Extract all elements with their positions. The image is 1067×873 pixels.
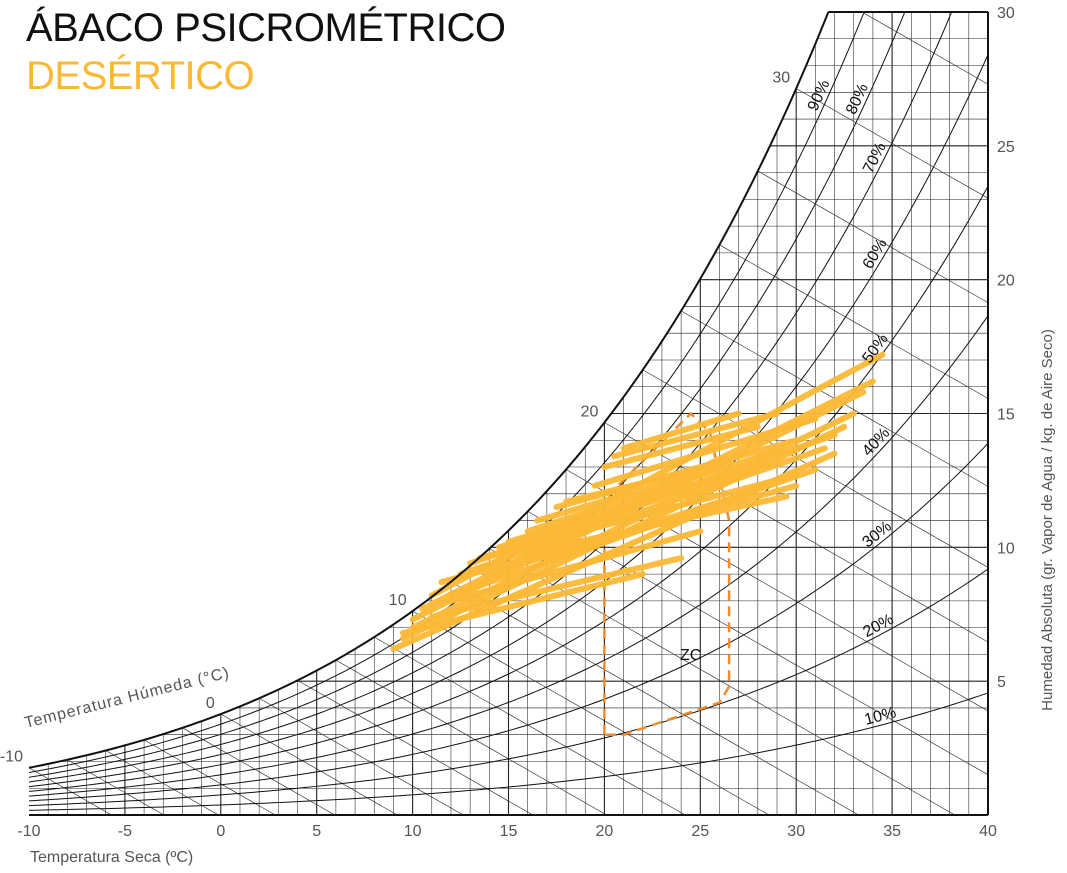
- wet-bulb-label: 30: [772, 69, 790, 86]
- x-tick-label: 10: [404, 823, 422, 840]
- wet-bulb-label: 10: [389, 592, 407, 609]
- rh-label: 20%: [860, 611, 896, 641]
- y-tick-label: 20: [997, 273, 1015, 290]
- rh-curve: [29, 54, 988, 788]
- wet-bulb-line: [182, 727, 335, 815]
- rh-curve: [29, 692, 988, 811]
- x-tick-label: 15: [500, 823, 518, 840]
- comfort-zone-outline: [603, 411, 731, 736]
- daily-range-line: [524, 493, 790, 556]
- wet-bulb-line: [680, 310, 988, 815]
- wet-bulb-line: [297, 680, 533, 815]
- y-tick-label: 10: [997, 540, 1015, 557]
- x-tick-label: 30: [787, 823, 805, 840]
- daily-range-line: [620, 410, 742, 452]
- daily-range-line: [457, 445, 828, 578]
- wet-bulb-line: [834, 12, 988, 815]
- rh-curve: [29, 12, 883, 773]
- y-axis-title: Humedad Absoluta (gr. Vapor de Agua / kg…: [1039, 329, 1056, 711]
- x-tick-label: -10: [17, 823, 40, 840]
- saturation-curve: [28, 11, 830, 769]
- daily-range-line: [610, 410, 781, 460]
- wet-bulb-label: -10: [0, 749, 23, 766]
- x-tick-label: 5: [312, 823, 321, 840]
- daily-range-line: [534, 464, 723, 524]
- wet-bulb-line: [527, 511, 988, 815]
- wet-bulb-line: [29, 767, 112, 815]
- rh-curve: [29, 443, 988, 802]
- chart-title: ÁBACO PSICROMÉTRICO: [26, 6, 506, 50]
- rh-curve: [29, 12, 927, 778]
- rh-curve: [29, 315, 988, 797]
- y-tick-label: 15: [997, 407, 1015, 424]
- x-tick-label: 40: [979, 823, 997, 840]
- rh-curve: [29, 12, 970, 783]
- wet-bulb-line: [450, 581, 859, 815]
- x-tick-label: 25: [691, 823, 709, 840]
- daily-range-line: [563, 458, 733, 505]
- wet-bulb-label: 20: [581, 404, 599, 421]
- daily-range-line: [524, 447, 781, 535]
- wet-bulb-line: [143, 739, 276, 815]
- wet-bulb-line: [412, 610, 770, 815]
- wet-bulb-line: [335, 659, 607, 815]
- x-axis-title: Temperatura Seca (ºC): [30, 849, 193, 866]
- comfort-zone-label: ZC: [680, 647, 701, 664]
- wet-bulb-line: [719, 244, 988, 815]
- rh-label: 80%: [843, 81, 872, 117]
- rh-label: 50%: [859, 331, 892, 367]
- chart-subtitle: DESÉRTICO: [26, 54, 255, 98]
- x-tick-label: -5: [118, 823, 132, 840]
- x-tick-label: 35: [883, 823, 901, 840]
- y-tick-label: 30: [997, 5, 1015, 22]
- wet-bulb-line: [757, 170, 988, 815]
- y-tick-label: 5: [997, 674, 1006, 691]
- wet-bulb-label: 0: [206, 695, 215, 712]
- daily-range-line: [505, 458, 771, 545]
- daily-range-line: [400, 571, 646, 636]
- x-tick-label: 0: [216, 823, 225, 840]
- rh-label: 90%: [805, 77, 834, 113]
- rh-label: 30%: [859, 518, 895, 551]
- daily-range-line: [601, 423, 761, 471]
- daily-range-line: [476, 472, 800, 562]
- wet-bulb-line: [220, 713, 398, 815]
- wet-bulb-line: [67, 759, 165, 815]
- daily-range-line: [428, 555, 685, 620]
- daily-range-line: [447, 528, 704, 604]
- wet-bulb-line: [259, 698, 464, 815]
- rh-curve: [29, 568, 988, 807]
- wet-bulb-line: [374, 636, 686, 815]
- y-tick-label: 25: [997, 139, 1015, 156]
- rh-label: 60%: [860, 236, 891, 272]
- x-tick-label: 20: [596, 823, 614, 840]
- daily-range-line: [591, 415, 819, 489]
